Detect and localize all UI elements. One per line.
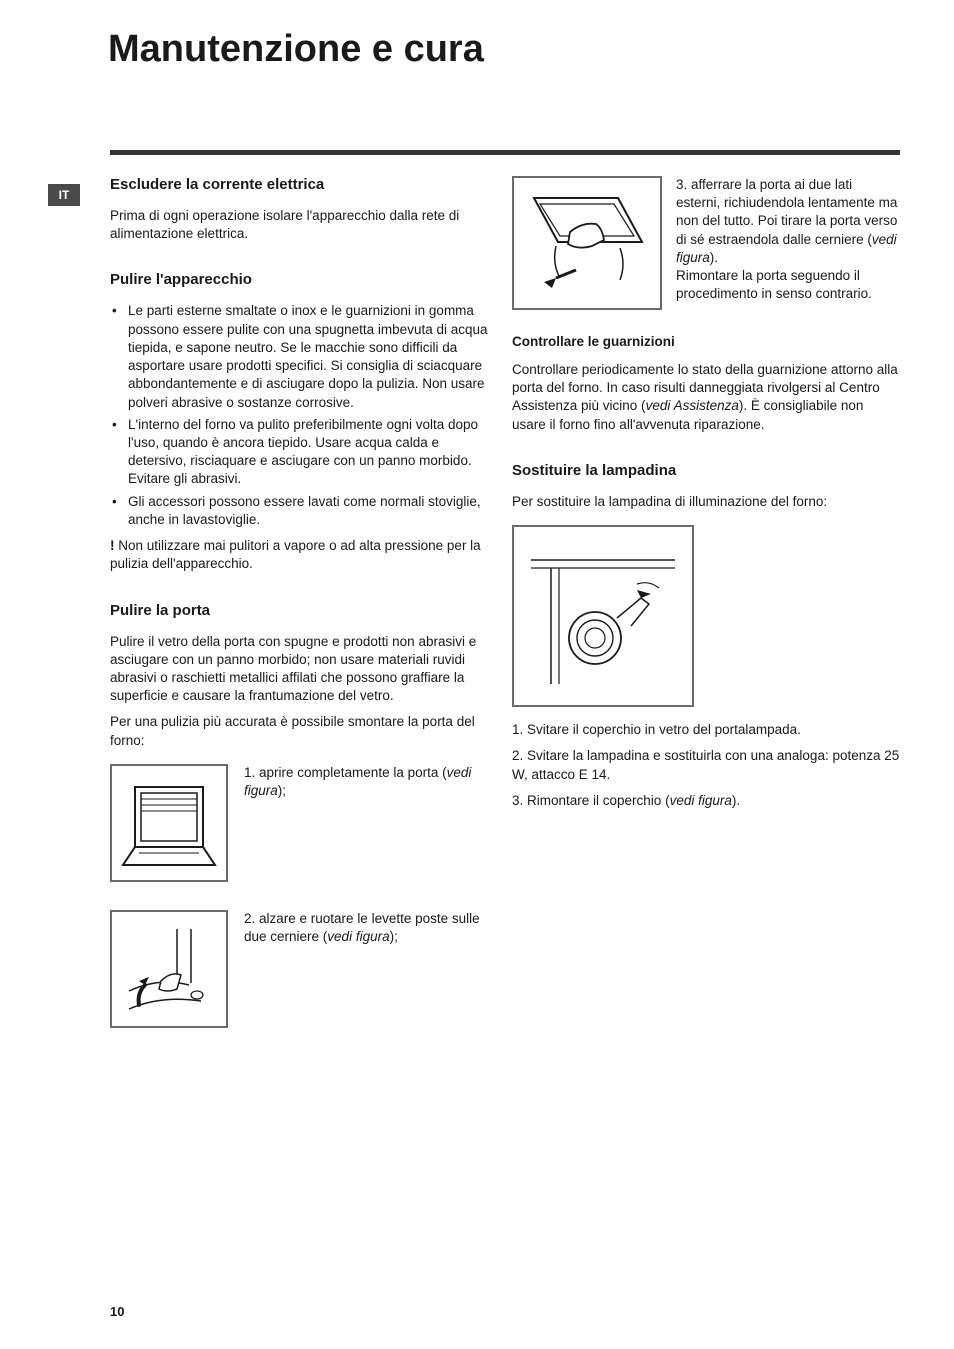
list-item: Gli accessori possono essere lavati come… — [110, 493, 490, 529]
figure-lamp — [512, 525, 694, 707]
para-sostituire-intro: Per sostituire la lampadina di illuminaz… — [512, 493, 900, 511]
section-escudere: Escludere la corrente elettrica Prima di… — [110, 176, 490, 243]
controllare-i: vedi Assistenza — [646, 398, 739, 413]
hinge-lever-icon — [119, 919, 219, 1019]
figure-door-open — [110, 764, 228, 882]
bullet-list: Le parti esterne smaltate o inox e le gu… — [110, 302, 490, 529]
figure-row-1: 1. aprire completamente la porta (vedi f… — [110, 764, 490, 882]
section-controllare: Controllare le guarnizioni Controllare p… — [512, 334, 900, 434]
section-pulire-porta: Pulire la porta Pulire il vetro della po… — [110, 602, 490, 1028]
lamp-step-1: 1. Svitare il coperchio in vetro del por… — [512, 721, 900, 739]
oven-door-open-icon — [119, 773, 219, 873]
page-title: Manutenzione e cura — [108, 28, 484, 71]
left-column: Escludere la corrente elettrica Prima di… — [110, 176, 490, 1056]
heading-pulire-apparecchio: Pulire l'apparecchio — [110, 271, 490, 288]
lamp-step-2: 2. Svitare la lampadina e sostituirla co… — [512, 747, 900, 783]
figure-row-2: 2. alzare e ruotare le levette poste sul… — [110, 910, 490, 1028]
step-3-a: 3. afferrare la porta ai due lati estern… — [676, 177, 897, 247]
language-badge: IT — [48, 184, 80, 206]
lamp-replace-icon — [521, 534, 685, 698]
para-pulire-porta-1: Pulire il vetro della porta con spugne e… — [110, 633, 490, 706]
para-controllare: Controllare periodicamente lo stato dell… — [512, 361, 900, 434]
right-column: 3. afferrare la porta ai due lati estern… — [512, 176, 900, 838]
lamp-step-3-a: 3. Rimontare il coperchio ( — [512, 793, 670, 808]
step-3-c: Rimontare la porta seguendo il procedime… — [676, 268, 872, 301]
step-2-i: vedi figura — [327, 929, 389, 944]
warning-text: ! Non utilizzare mai pulitori a vapore o… — [110, 537, 490, 573]
heading-sostituire: Sostituire la lampadina — [512, 462, 900, 479]
section-sostituire: Sostituire la lampadina Per sostituire l… — [512, 462, 900, 810]
section-pulire-apparecchio: Pulire l'apparecchio Le parti esterne sm… — [110, 271, 490, 573]
step-2-b: ); — [390, 929, 398, 944]
figure-row-3: 3. afferrare la porta ai due lati estern… — [512, 176, 900, 310]
warning-body: Non utilizzare mai pulitori a vapore o a… — [110, 538, 481, 571]
step-1-b: ); — [278, 783, 286, 798]
step-3-text: 3. afferrare la porta ai due lati estern… — [676, 176, 900, 304]
page-number: 10 — [110, 1304, 124, 1319]
heading-pulire-porta: Pulire la porta — [110, 602, 490, 619]
list-item: Le parti esterne smaltate o inox e le gu… — [110, 302, 490, 411]
door-remove-icon — [520, 184, 654, 302]
figure-door-remove — [512, 176, 662, 310]
figure-hinge-lever — [110, 910, 228, 1028]
step-3-b: ). — [710, 250, 718, 265]
list-item: L'interno del forno va pulito preferibil… — [110, 416, 490, 489]
step-1-a: 1. aprire completamente la porta ( — [244, 765, 447, 780]
para-escudere: Prima di ogni operazione isolare l'appar… — [110, 207, 490, 243]
lamp-step-3: 3. Rimontare il coperchio (vedi figura). — [512, 792, 900, 810]
heading-escudere: Escludere la corrente elettrica — [110, 176, 490, 193]
step-1-text: 1. aprire completamente la porta (vedi f… — [244, 764, 490, 800]
lamp-step-3-b: ). — [732, 793, 740, 808]
step-2-text: 2. alzare e ruotare le levette poste sul… — [244, 910, 490, 946]
horizontal-rule — [110, 150, 900, 155]
lamp-step-3-i: vedi figura — [670, 793, 732, 808]
para-pulire-porta-2: Per una pulizia più accurata è possibile… — [110, 713, 490, 749]
heading-controllare: Controllare le guarnizioni — [512, 334, 900, 349]
